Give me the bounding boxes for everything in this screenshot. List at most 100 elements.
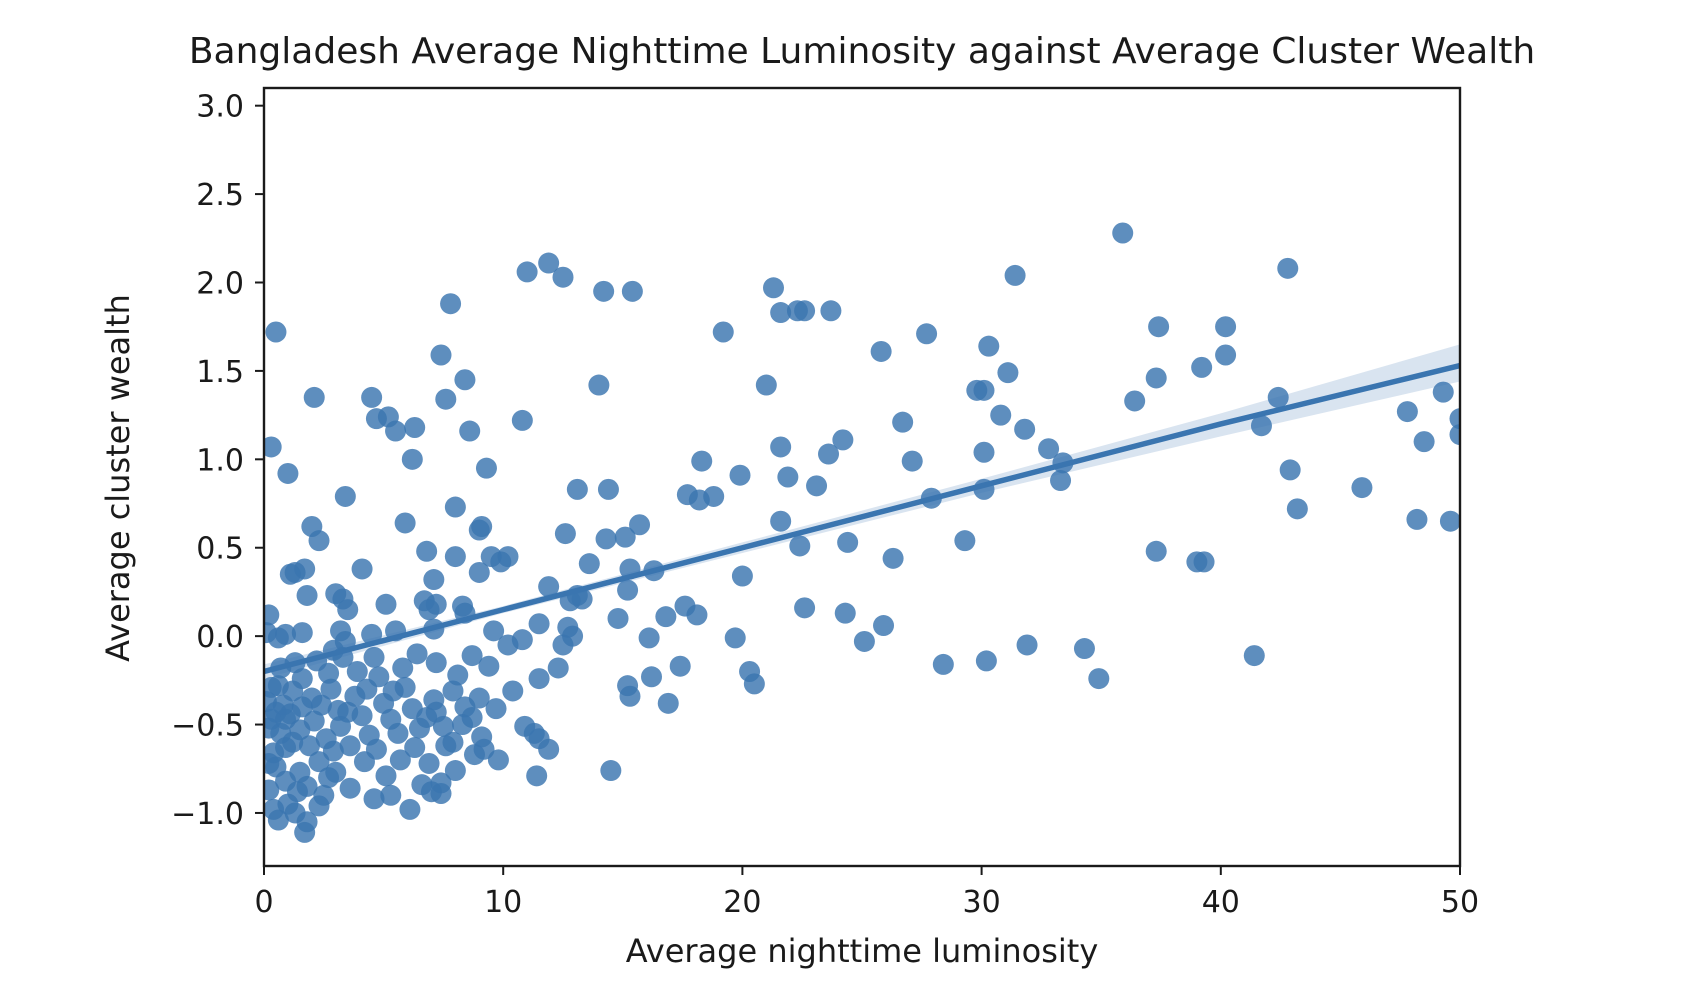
data-point (264, 779, 280, 801)
data-point (619, 685, 641, 707)
data-point (617, 579, 639, 601)
y-tick-label: 0.5 (196, 532, 244, 567)
data-point (873, 615, 895, 637)
data-point (389, 749, 411, 771)
data-point (339, 735, 361, 757)
data-point (990, 404, 1012, 426)
data-point (1215, 344, 1237, 366)
data-point (731, 565, 753, 587)
data-point (423, 689, 445, 711)
x-tick-label: 0 (254, 885, 273, 920)
data-point (291, 668, 313, 690)
data-point (1038, 438, 1060, 460)
data-point (973, 379, 995, 401)
data-point (447, 664, 469, 686)
y-tick-label: −0.5 (171, 709, 244, 744)
data-point (454, 369, 476, 391)
data-point (1351, 477, 1373, 499)
data-point (387, 722, 409, 744)
data-point (818, 443, 840, 465)
data-point (729, 464, 751, 486)
data-point (375, 593, 397, 615)
data-point (932, 653, 954, 675)
data-point (1004, 264, 1026, 286)
x-axis-label: Average nighttime luminosity (626, 932, 1099, 970)
data-point (820, 300, 842, 322)
data-point (303, 710, 325, 732)
data-point (595, 528, 617, 550)
data-point (641, 666, 663, 688)
data-point (1243, 645, 1265, 667)
data-point (834, 602, 856, 624)
data-point (298, 735, 320, 757)
data-point (789, 535, 811, 557)
data-point (1396, 401, 1418, 423)
data-point (1145, 540, 1167, 562)
data-point (320, 678, 342, 700)
data-point (334, 485, 356, 507)
data-point (497, 546, 519, 568)
data-point (404, 416, 426, 438)
data-point (973, 441, 995, 463)
data-point (511, 409, 533, 431)
data-point (399, 798, 421, 820)
data-point (1406, 508, 1428, 530)
data-point (346, 661, 368, 682)
data-point (511, 629, 533, 651)
x-tick-label: 30 (963, 885, 1001, 920)
data-point (282, 731, 304, 753)
data-point (356, 678, 378, 700)
data-point (686, 604, 708, 626)
data-point (385, 420, 407, 442)
data-point (1088, 668, 1110, 690)
data-point (423, 569, 445, 591)
data-point (528, 668, 550, 690)
data-point (516, 261, 538, 283)
data-point (267, 675, 289, 697)
data-point (621, 280, 643, 302)
data-points (264, 222, 1460, 843)
x-axis-ticks: 0 10 20 30 40 50 (254, 866, 1479, 920)
data-point (351, 558, 373, 580)
data-point (837, 531, 859, 553)
data-point (762, 277, 784, 299)
data-point (483, 620, 505, 642)
regression-line (264, 362, 1460, 675)
data-point (475, 457, 497, 479)
data-point (375, 765, 397, 787)
data-point (755, 374, 777, 396)
data-point (997, 362, 1019, 384)
data-point (743, 673, 765, 695)
data-point (296, 584, 318, 606)
data-point (471, 516, 493, 538)
data-point (264, 436, 282, 458)
data-point (1112, 222, 1134, 244)
data-point (712, 321, 734, 343)
data-point (1413, 431, 1435, 453)
data-point (265, 321, 287, 343)
data-point (901, 450, 923, 472)
data-point (327, 699, 349, 721)
data-point (264, 717, 280, 739)
y-tick-label: 0.0 (196, 620, 244, 655)
x-tick-label: 50 (1441, 885, 1479, 920)
data-point (444, 546, 466, 568)
data-point (657, 692, 679, 714)
data-point (411, 774, 433, 796)
data-point (1191, 356, 1213, 378)
data-point (703, 485, 725, 507)
data-point (301, 687, 323, 709)
data-point (264, 752, 280, 774)
data-point (264, 604, 280, 626)
data-point (394, 512, 416, 534)
data-point (435, 735, 457, 757)
data-point (1439, 510, 1460, 532)
data-point (882, 547, 904, 569)
data-point (1449, 424, 1460, 446)
data-point (425, 652, 447, 674)
data-point (870, 340, 892, 362)
data-point (277, 793, 299, 815)
data-point (1279, 459, 1301, 481)
data-point (724, 627, 746, 649)
